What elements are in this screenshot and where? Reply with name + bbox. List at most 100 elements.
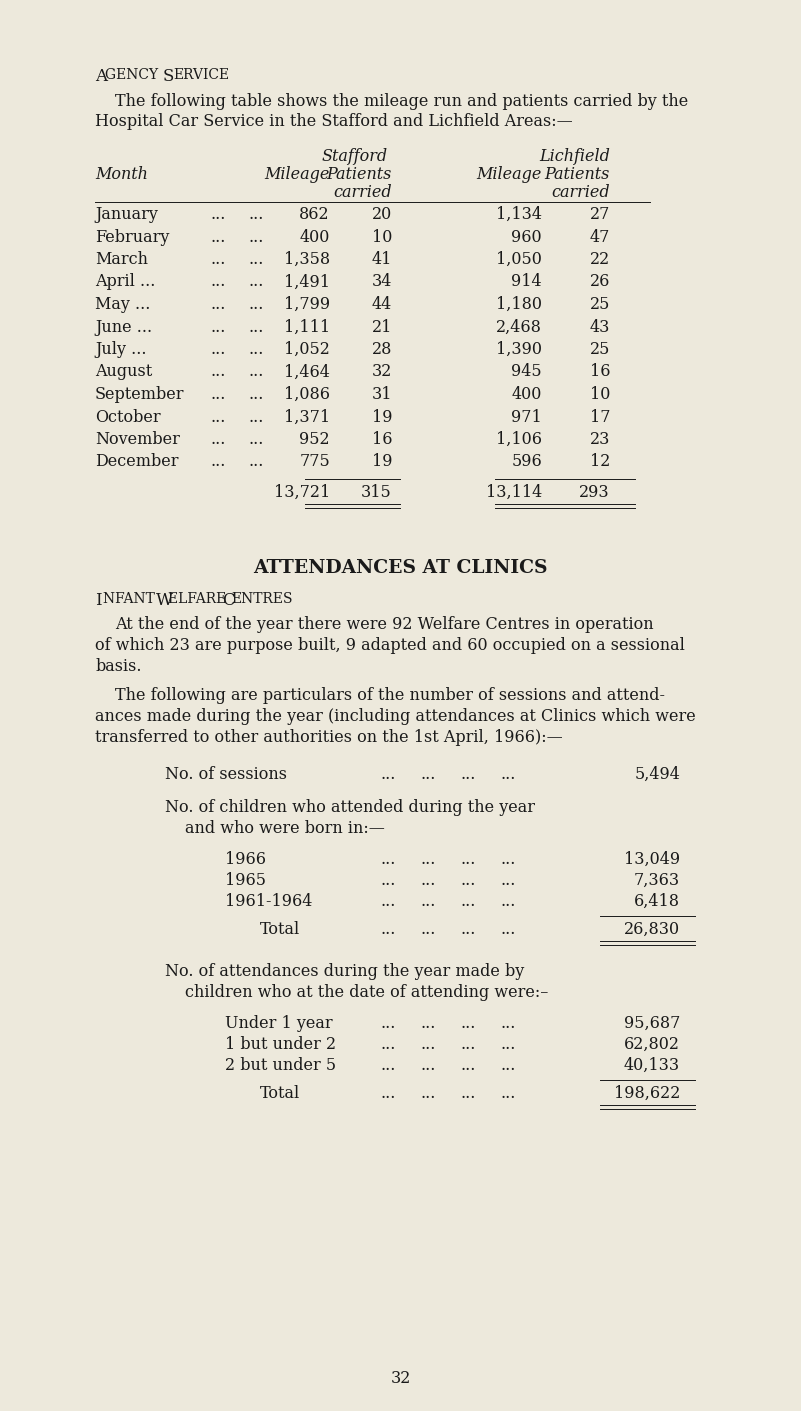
Text: 400: 400 [512, 387, 542, 404]
Text: 198,622: 198,622 [614, 1085, 680, 1102]
Text: No. of children who attended during the year: No. of children who attended during the … [165, 799, 535, 816]
Text: 1,106: 1,106 [496, 430, 542, 449]
Text: 21: 21 [372, 319, 392, 336]
Text: 62,802: 62,802 [624, 1036, 680, 1053]
Text: 12: 12 [590, 453, 610, 470]
Text: GENCY: GENCY [105, 68, 163, 82]
Text: 22: 22 [590, 251, 610, 268]
Text: Patients: Patients [545, 166, 610, 183]
Text: 952: 952 [300, 430, 330, 449]
Text: 1961-1964: 1961-1964 [225, 893, 312, 910]
Text: ...: ... [460, 766, 475, 783]
Text: ...: ... [248, 341, 264, 358]
Text: February: February [95, 229, 169, 246]
Text: 945: 945 [511, 364, 542, 381]
Text: ...: ... [210, 341, 225, 358]
Text: 13,114: 13,114 [485, 484, 542, 501]
Text: ...: ... [420, 851, 436, 868]
Text: 1,464: 1,464 [284, 364, 330, 381]
Text: ...: ... [248, 229, 264, 246]
Text: 26: 26 [590, 274, 610, 291]
Text: 1965: 1965 [225, 872, 266, 889]
Text: ...: ... [248, 206, 264, 223]
Text: Total: Total [260, 921, 300, 938]
Text: August: August [95, 364, 152, 381]
Text: ...: ... [460, 1036, 475, 1053]
Text: November: November [95, 430, 180, 449]
Text: April ...: April ... [95, 274, 155, 291]
Text: Month: Month [95, 166, 148, 183]
Text: ...: ... [500, 921, 515, 938]
Text: No. of sessions: No. of sessions [165, 766, 287, 783]
Text: 17: 17 [590, 409, 610, 426]
Text: 2 but under 5: 2 but under 5 [225, 1057, 336, 1074]
Text: 34: 34 [372, 274, 392, 291]
Text: 1,491: 1,491 [284, 274, 330, 291]
Text: January: January [95, 206, 158, 223]
Text: 5,494: 5,494 [634, 766, 680, 783]
Text: ELFARE: ELFARE [168, 593, 231, 605]
Text: ...: ... [380, 872, 396, 889]
Text: 1,358: 1,358 [284, 251, 330, 268]
Text: Lichfield: Lichfield [540, 148, 610, 165]
Text: 1,134: 1,134 [496, 206, 542, 223]
Text: ...: ... [420, 766, 436, 783]
Text: transferred to other authorities on the 1st April, 1966):—: transferred to other authorities on the … [95, 729, 563, 746]
Text: 40,133: 40,133 [624, 1057, 680, 1074]
Text: 47: 47 [590, 229, 610, 246]
Text: 1,050: 1,050 [496, 251, 542, 268]
Text: ...: ... [210, 296, 225, 313]
Text: Hospital Car Service in the Stafford and Lichfield Areas:—: Hospital Car Service in the Stafford and… [95, 113, 573, 130]
Text: ...: ... [500, 851, 515, 868]
Text: 41: 41 [372, 251, 392, 268]
Text: 1966: 1966 [225, 851, 266, 868]
Text: 6,418: 6,418 [634, 893, 680, 910]
Text: carried: carried [333, 183, 392, 200]
Text: ...: ... [210, 364, 225, 381]
Text: ...: ... [210, 206, 225, 223]
Text: 315: 315 [361, 484, 392, 501]
Text: 10: 10 [590, 387, 610, 404]
Text: ...: ... [420, 872, 436, 889]
Text: 1 but under 2: 1 but under 2 [225, 1036, 336, 1053]
Text: I: I [95, 593, 102, 610]
Text: 19: 19 [372, 409, 392, 426]
Text: ...: ... [380, 851, 396, 868]
Text: children who at the date of attending were:–: children who at the date of attending we… [185, 983, 549, 1000]
Text: May ...: May ... [95, 296, 151, 313]
Text: ...: ... [460, 1015, 475, 1031]
Text: ...: ... [500, 893, 515, 910]
Text: ...: ... [380, 1057, 396, 1074]
Text: ...: ... [210, 409, 225, 426]
Text: 43: 43 [590, 319, 610, 336]
Text: and who were born in:—: and who were born in:— [185, 820, 384, 837]
Text: 32: 32 [372, 364, 392, 381]
Text: 862: 862 [300, 206, 330, 223]
Text: ...: ... [460, 1057, 475, 1074]
Text: Mileage: Mileage [264, 166, 330, 183]
Text: Under 1 year: Under 1 year [225, 1015, 332, 1031]
Text: ...: ... [420, 1057, 436, 1074]
Text: carried: carried [551, 183, 610, 200]
Text: 31: 31 [372, 387, 392, 404]
Text: At the end of the year there were 92 Welfare Centres in operation: At the end of the year there were 92 Wel… [115, 617, 654, 634]
Text: The following are particulars of the number of sessions and attend-: The following are particulars of the num… [115, 687, 665, 704]
Text: 13,721: 13,721 [274, 484, 330, 501]
Text: July ...: July ... [95, 341, 147, 358]
Text: October: October [95, 409, 161, 426]
Text: ...: ... [500, 1036, 515, 1053]
Text: ENTRES: ENTRES [231, 593, 292, 605]
Text: ...: ... [500, 872, 515, 889]
Text: W: W [156, 593, 173, 610]
Text: 914: 914 [511, 274, 542, 291]
Text: ances made during the year (including attendances at Clinics which were: ances made during the year (including at… [95, 708, 696, 725]
Text: ...: ... [420, 893, 436, 910]
Text: 293: 293 [579, 484, 610, 501]
Text: ...: ... [210, 274, 225, 291]
Text: ...: ... [248, 319, 264, 336]
Text: 25: 25 [590, 341, 610, 358]
Text: 16: 16 [372, 430, 392, 449]
Text: 19: 19 [372, 453, 392, 470]
Text: ...: ... [420, 1015, 436, 1031]
Text: of which 23 are purpose built, 9 adapted and 60 occupied on a sessional: of which 23 are purpose built, 9 adapted… [95, 636, 685, 655]
